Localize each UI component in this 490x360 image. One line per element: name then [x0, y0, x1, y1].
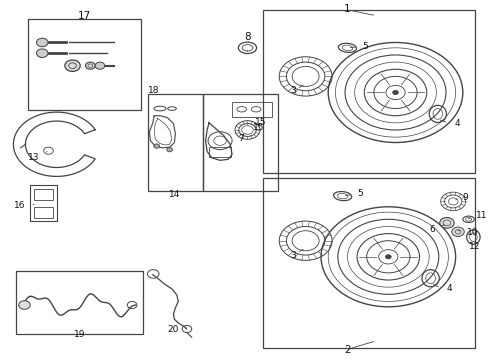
Circle shape [440, 217, 454, 228]
Text: 5: 5 [363, 42, 368, 51]
Text: 9: 9 [463, 193, 468, 202]
Circle shape [392, 90, 398, 95]
Bar [28, 19, 141, 111]
Bar [232, 103, 272, 117]
Circle shape [36, 49, 48, 58]
Bar [263, 178, 475, 348]
Text: 8: 8 [244, 32, 251, 42]
Text: 4: 4 [454, 120, 460, 129]
Circle shape [19, 301, 30, 309]
Bar [209, 147, 231, 157]
Text: 3: 3 [290, 86, 295, 95]
Bar [16, 271, 143, 334]
Text: 19: 19 [74, 330, 85, 339]
Text: 10: 10 [466, 228, 478, 237]
Bar [148, 94, 203, 191]
Bar [34, 207, 53, 217]
Circle shape [36, 38, 48, 47]
Circle shape [95, 62, 105, 69]
Text: 7: 7 [238, 134, 244, 143]
Text: 15: 15 [255, 118, 267, 127]
Circle shape [85, 62, 95, 69]
Text: 17: 17 [77, 12, 91, 21]
Text: 13: 13 [28, 153, 40, 162]
Text: 4: 4 [446, 284, 452, 293]
Circle shape [154, 144, 160, 148]
Bar [30, 185, 57, 221]
Bar [34, 189, 53, 200]
Circle shape [167, 148, 172, 152]
Text: 6: 6 [429, 225, 435, 234]
Text: 11: 11 [476, 211, 487, 220]
Text: 20: 20 [168, 325, 179, 334]
Text: 2: 2 [344, 345, 351, 355]
Bar [203, 94, 278, 191]
Text: 15: 15 [253, 123, 264, 132]
Text: 18: 18 [148, 86, 159, 95]
Text: 14: 14 [169, 190, 180, 199]
Text: 1: 1 [344, 4, 351, 14]
Circle shape [452, 227, 464, 237]
Circle shape [65, 60, 80, 71]
Text: 3: 3 [290, 251, 295, 260]
Bar [263, 10, 475, 173]
Circle shape [386, 255, 391, 259]
Text: 5: 5 [357, 189, 363, 198]
Text: 16: 16 [14, 201, 25, 210]
Text: 12: 12 [469, 242, 481, 251]
